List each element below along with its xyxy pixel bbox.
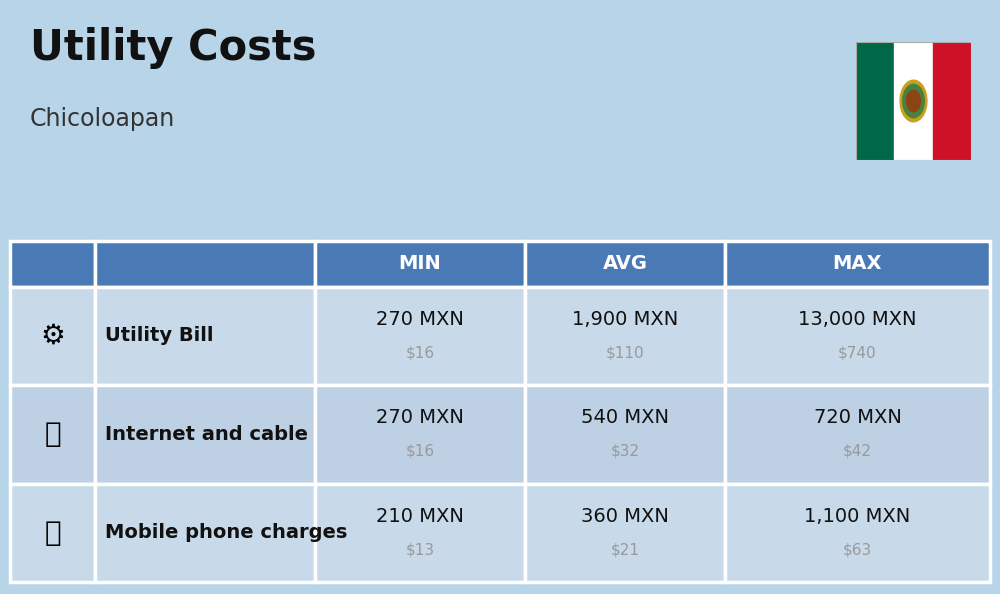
Bar — [894, 42, 933, 160]
Text: ⚙: ⚙ — [40, 322, 65, 350]
Text: 360 MXN: 360 MXN — [581, 507, 669, 526]
FancyBboxPatch shape — [95, 484, 315, 582]
FancyBboxPatch shape — [315, 385, 525, 484]
FancyBboxPatch shape — [315, 484, 525, 582]
Circle shape — [903, 84, 924, 118]
FancyBboxPatch shape — [10, 484, 95, 582]
Text: Chicoloapan: Chicoloapan — [30, 107, 175, 131]
Text: 540 MXN: 540 MXN — [581, 408, 669, 427]
Text: MAX: MAX — [833, 254, 882, 273]
Text: $740: $740 — [838, 345, 877, 360]
Circle shape — [907, 90, 920, 112]
Text: 1,100 MXN: 1,100 MXN — [804, 507, 911, 526]
FancyBboxPatch shape — [10, 287, 95, 385]
FancyBboxPatch shape — [315, 287, 525, 385]
Text: $13: $13 — [405, 542, 435, 557]
Text: 📶: 📶 — [44, 421, 61, 448]
FancyBboxPatch shape — [525, 484, 725, 582]
Text: 13,000 MXN: 13,000 MXN — [798, 310, 917, 329]
FancyBboxPatch shape — [725, 484, 990, 582]
FancyBboxPatch shape — [725, 385, 990, 484]
FancyBboxPatch shape — [315, 241, 525, 287]
Text: $110: $110 — [606, 345, 644, 360]
FancyBboxPatch shape — [525, 385, 725, 484]
Text: $16: $16 — [405, 345, 435, 360]
Bar — [856, 42, 894, 160]
FancyBboxPatch shape — [525, 241, 725, 287]
FancyBboxPatch shape — [10, 385, 95, 484]
Circle shape — [900, 80, 927, 122]
Text: 270 MXN: 270 MXN — [376, 408, 464, 427]
Text: $63: $63 — [843, 542, 872, 557]
FancyBboxPatch shape — [95, 241, 315, 287]
Text: $32: $32 — [610, 444, 640, 459]
Text: Mobile phone charges: Mobile phone charges — [105, 523, 347, 542]
Text: 📱: 📱 — [44, 519, 61, 547]
FancyBboxPatch shape — [10, 241, 95, 287]
Text: Utility Bill: Utility Bill — [105, 327, 214, 346]
FancyBboxPatch shape — [95, 287, 315, 385]
Text: $42: $42 — [843, 444, 872, 459]
Text: $16: $16 — [405, 444, 435, 459]
Text: 270 MXN: 270 MXN — [376, 310, 464, 329]
Text: Utility Costs: Utility Costs — [30, 27, 316, 69]
Text: Internet and cable: Internet and cable — [105, 425, 308, 444]
Text: 720 MXN: 720 MXN — [814, 408, 901, 427]
Text: 1,900 MXN: 1,900 MXN — [572, 310, 678, 329]
Text: 210 MXN: 210 MXN — [376, 507, 464, 526]
FancyBboxPatch shape — [725, 241, 990, 287]
FancyBboxPatch shape — [95, 385, 315, 484]
FancyBboxPatch shape — [525, 287, 725, 385]
FancyBboxPatch shape — [725, 287, 990, 385]
Text: MIN: MIN — [399, 254, 441, 273]
Text: $21: $21 — [610, 542, 640, 557]
Text: AVG: AVG — [602, 254, 648, 273]
Bar — [933, 42, 971, 160]
